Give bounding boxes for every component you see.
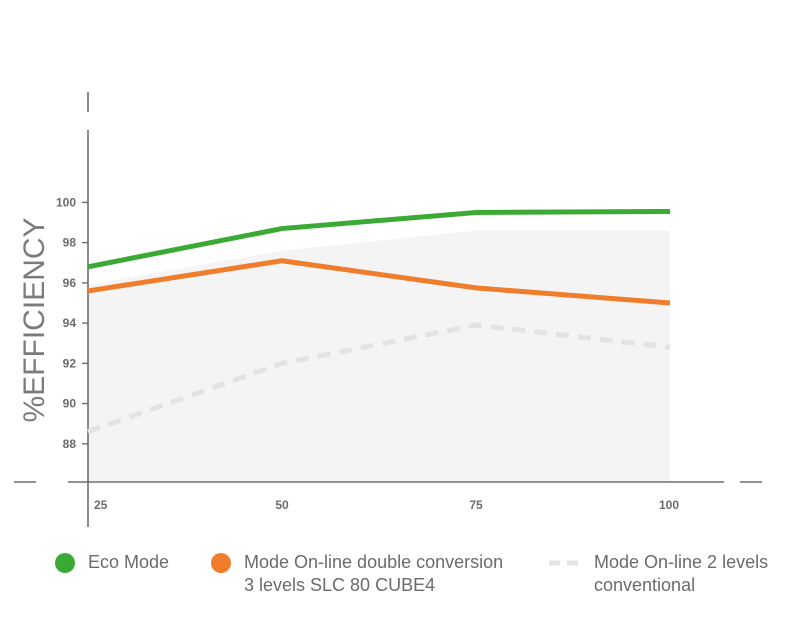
- x-tick-label: 75: [469, 498, 483, 512]
- x-tick-label: 25: [94, 498, 108, 512]
- legend-label-double-conversion: Mode On-line double conversion 3 levels …: [244, 552, 504, 595]
- y-tick-label: 100: [56, 195, 76, 209]
- y-axis-label: %EFFICIENCY: [18, 217, 51, 422]
- legend-item-eco-mode: Eco Mode: [55, 551, 169, 574]
- legend-label-eco-mode: Eco Mode: [88, 552, 170, 572]
- legend-marker-double-conversion: [211, 553, 231, 573]
- series-line-double-conversion: [87, 258, 671, 306]
- legend-marker-conventional: [549, 560, 579, 566]
- y-tick-label: 92: [63, 356, 77, 370]
- y-tick-label: 94: [63, 316, 77, 330]
- x-tick-label: 100: [659, 498, 679, 512]
- shaded-area-band: [88, 230, 670, 482]
- legend-item-double-conversion: Mode On-line double conversion 3 levels …: [211, 551, 503, 597]
- y-tick-label: 98: [63, 236, 77, 250]
- y-tick-label: 96: [63, 276, 77, 290]
- series-line-eco-mode: [87, 208, 671, 270]
- y-tick-label: 88: [63, 437, 77, 451]
- y-tick-label: 90: [63, 397, 77, 411]
- x-tick-label: 50: [275, 498, 289, 512]
- legend-item-conventional: Mode On-line 2 levels conventional: [548, 551, 768, 597]
- legend-label-conventional: Mode On-line 2 levels conventional: [594, 552, 769, 595]
- efficiency-chart: 88 90 92 94 96 98 100 25 50 75 100 %EFFICIENCY: [14, 92, 762, 527]
- legend-marker-eco-mode: [55, 553, 75, 573]
